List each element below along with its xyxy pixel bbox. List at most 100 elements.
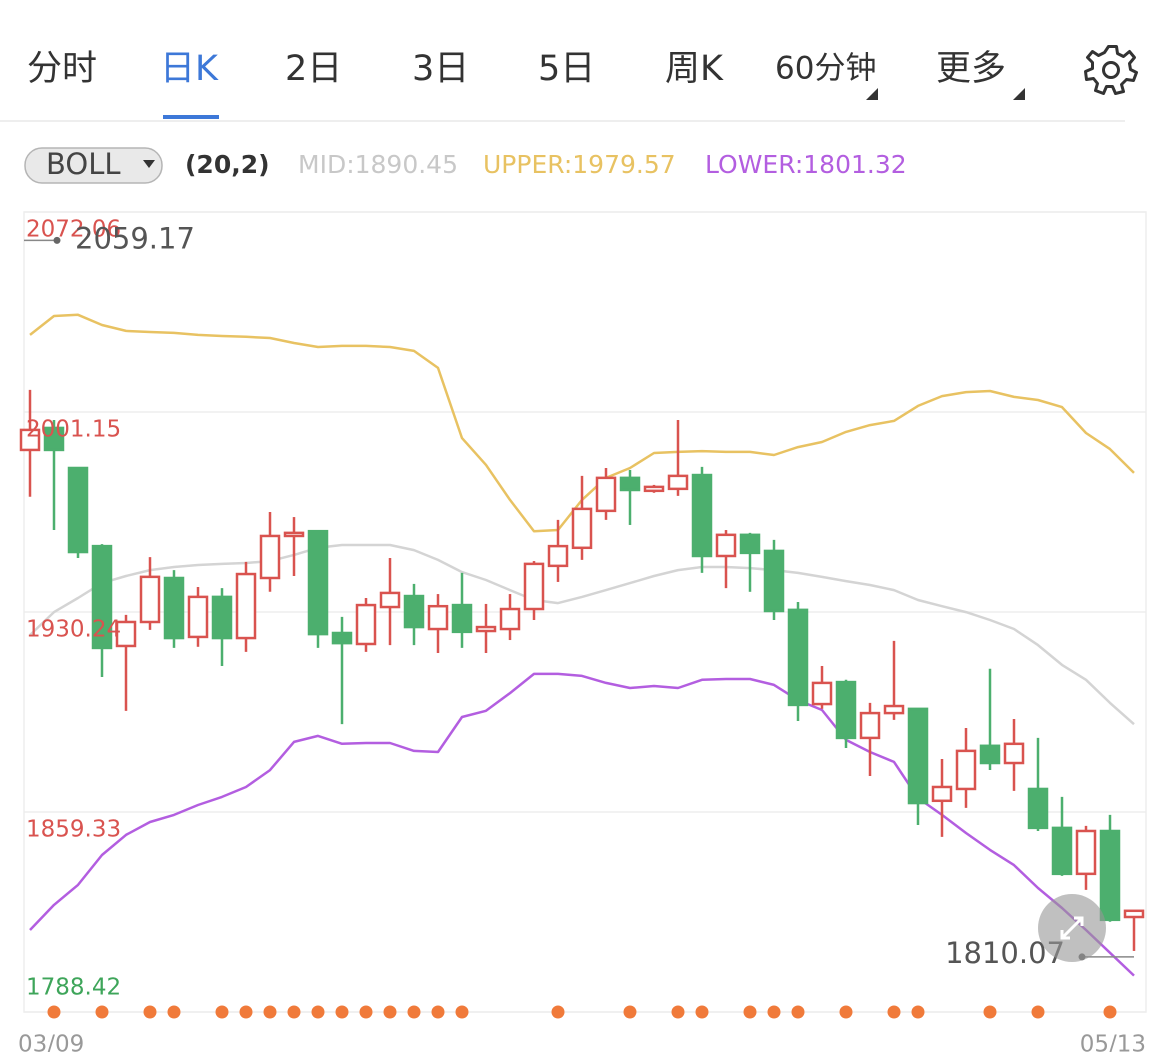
tab[interactable]: 分时 xyxy=(27,49,97,89)
candle-body xyxy=(475,625,497,633)
event-dot[interactable] xyxy=(551,1005,565,1019)
event-dot[interactable] xyxy=(407,1005,421,1019)
event-dot[interactable] xyxy=(791,1005,805,1019)
event-dot[interactable] xyxy=(95,1005,109,1019)
x-tick-label: 03/09 xyxy=(18,1032,84,1052)
event-dot[interactable] xyxy=(983,1005,997,1019)
candle-body xyxy=(787,608,809,707)
candle-body xyxy=(763,549,785,613)
tab-underline xyxy=(163,115,219,119)
event-dot[interactable] xyxy=(455,1005,469,1019)
indicator-name: BOLL xyxy=(46,147,121,181)
event-dot[interactable] xyxy=(311,1005,325,1019)
event-dot[interactable] xyxy=(767,1005,781,1019)
grid xyxy=(24,211,1146,1013)
event-dot[interactable] xyxy=(431,1005,445,1019)
candle-body xyxy=(403,594,425,629)
candle-body xyxy=(379,591,401,609)
candle-body xyxy=(643,485,665,493)
tab[interactable]: 日K xyxy=(160,49,219,89)
tab[interactable]: 2日 xyxy=(285,49,342,89)
candle-body xyxy=(907,707,929,805)
tab-bar: 分时 日K 2日 3日 5日 周K 60分钟 更多 xyxy=(27,49,1006,119)
event-dot[interactable] xyxy=(239,1005,253,1019)
dropdown-triangle xyxy=(143,160,155,168)
candle-body xyxy=(571,507,593,550)
candles xyxy=(19,389,1145,951)
tab[interactable]: 更多 xyxy=(936,49,1006,89)
candle-body xyxy=(883,704,905,715)
tab[interactable]: 5日 xyxy=(538,49,595,89)
candle-body xyxy=(163,576,185,640)
legend-entry: UPPER:1979.57 xyxy=(483,150,676,179)
event-dot[interactable] xyxy=(887,1005,901,1019)
tab[interactable]: 60分钟 xyxy=(775,51,876,87)
event-dot[interactable] xyxy=(287,1005,301,1019)
event-dot[interactable] xyxy=(215,1005,229,1019)
event-dot[interactable] xyxy=(695,1005,709,1019)
boll-line xyxy=(29,672,1135,977)
candle-body xyxy=(691,473,713,558)
candle-body xyxy=(1123,909,1145,919)
event-dot[interactable] xyxy=(335,1005,349,1019)
indicator-params: (20,2) xyxy=(185,150,270,179)
event-markers xyxy=(47,1005,1117,1019)
candle-body xyxy=(619,476,641,492)
y-tick-label: 1788.42 xyxy=(26,975,121,1001)
legend-entry: MID:1890.45 xyxy=(298,150,458,179)
tab[interactable]: 3日 xyxy=(412,49,469,89)
boll-line xyxy=(29,543,1135,726)
event-dot[interactable] xyxy=(143,1005,157,1019)
candle-body xyxy=(19,428,41,452)
candle-body xyxy=(427,604,449,631)
event-dot[interactable] xyxy=(671,1005,685,1019)
candle-body xyxy=(979,744,1001,765)
event-dot[interactable] xyxy=(359,1005,373,1019)
candle-body xyxy=(1051,826,1073,876)
dropdown-triangle xyxy=(866,88,878,100)
event-dot[interactable] xyxy=(839,1005,853,1019)
event-dot[interactable] xyxy=(383,1005,397,1019)
candle-body xyxy=(955,749,977,791)
event-dot[interactable] xyxy=(1103,1005,1117,1019)
candle-body xyxy=(139,575,161,624)
candle-body xyxy=(187,595,209,639)
candle-body xyxy=(307,529,329,636)
candle-body xyxy=(859,711,881,740)
event-dot[interactable] xyxy=(47,1005,61,1019)
candle-body xyxy=(451,603,473,634)
axis-labels: 2072.06 2001.15 1930.24 1859.33 1788.42 2059.… xyxy=(18,217,1146,1052)
y-tick-label: 2072.06 xyxy=(26,217,121,243)
event-dot[interactable] xyxy=(911,1005,925,1019)
candle-body xyxy=(1003,742,1025,765)
candle-body xyxy=(235,572,257,640)
settings-icon[interactable] xyxy=(1084,45,1138,95)
legend: MID:1890.45 UPPER:1979.57 LOWER:1801.32 xyxy=(298,150,907,179)
candle-body xyxy=(715,533,737,558)
event-dot[interactable] xyxy=(1031,1005,1045,1019)
candle-body xyxy=(931,785,953,803)
x-tick-label: 05/13 xyxy=(1080,1032,1146,1052)
event-dot[interactable] xyxy=(263,1005,277,1019)
event-dot[interactable] xyxy=(743,1005,757,1019)
candle-body xyxy=(67,466,89,554)
boll-lines xyxy=(29,313,1135,977)
candle-body xyxy=(259,534,281,580)
candle-body xyxy=(667,474,689,491)
dropdown-box[interactable] xyxy=(24,147,163,184)
candle-body xyxy=(283,531,305,538)
event-dot[interactable] xyxy=(167,1005,181,1019)
y-tick-label: 1930.24 xyxy=(26,617,121,643)
tab[interactable]: 周K xyxy=(665,49,724,89)
event-dot[interactable] xyxy=(623,1005,637,1019)
indicator-dropdown[interactable]: BOLL xyxy=(24,147,163,184)
candle-body xyxy=(523,562,545,611)
candle-body xyxy=(91,544,113,650)
expand-button[interactable] xyxy=(1038,894,1106,962)
max-label: 2059.17 xyxy=(75,221,195,255)
y-tick-label: 1859.33 xyxy=(26,817,121,843)
candle-body xyxy=(43,426,65,452)
candle-body xyxy=(1099,829,1121,922)
